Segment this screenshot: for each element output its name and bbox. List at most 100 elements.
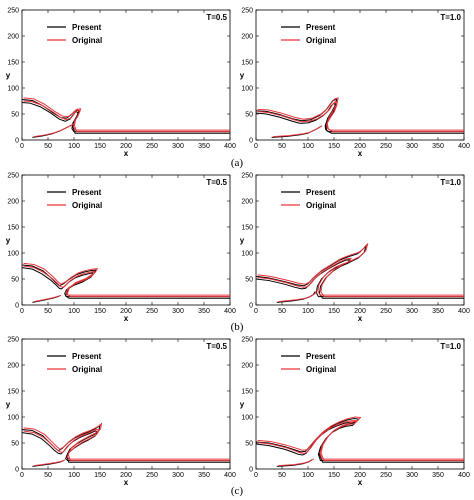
- panel-c-right: 0 50 100 150 200 250 300 350 400 0 50 100 150 200 250 x…: [240, 337, 470, 488]
- x-tick-label: 250: [146, 308, 158, 315]
- x-axis-label: x: [358, 478, 363, 487]
- y-tick-label: 150: [241, 389, 253, 396]
- plot-frame: [255, 9, 465, 141]
- y-tick-label: 100: [7, 86, 19, 93]
- x-tick-label: 200: [120, 143, 132, 150]
- x-axis-label: x: [358, 314, 363, 323]
- panel-b-right: 0 50 100 150 200 250 300 350 400 0 50 100 150 200 250 x…: [240, 173, 470, 324]
- legend-label-present: Present: [306, 188, 336, 197]
- series-present-contour-2: [256, 244, 464, 299]
- interface-curves: [22, 262, 230, 303]
- x-tick-label: 0: [254, 143, 258, 150]
- x-tick-label: 0: [20, 143, 24, 150]
- plot-frame: [21, 174, 231, 306]
- series-original-contour-2: [257, 416, 464, 462]
- time-annotation: T=1.0: [440, 13, 461, 22]
- series-present-contour-2: [22, 264, 230, 299]
- x-tick-label: 100: [68, 308, 80, 315]
- x-tick-label: 350: [432, 143, 444, 150]
- x-tick-label: 100: [68, 472, 80, 479]
- y-tick-label: 200: [7, 34, 19, 41]
- y-tick-label: 150: [7, 225, 19, 232]
- y-tick-label: 150: [7, 389, 19, 396]
- x-tick-label: 200: [120, 308, 132, 315]
- series-present-contour-2: [256, 418, 464, 463]
- x-tick-label: 400: [458, 143, 470, 150]
- x-tick-label: 300: [406, 472, 418, 479]
- interface-curves: [256, 97, 464, 138]
- series-original-contour-3: [33, 123, 75, 138]
- x-tick-label: 300: [172, 143, 184, 150]
- y-tick-label: 100: [241, 251, 253, 258]
- series-present-contour-2: [22, 98, 230, 134]
- series-present-contour-1: [256, 259, 464, 298]
- x-tick-label: 150: [328, 143, 340, 150]
- y-tick-label: 200: [7, 199, 19, 206]
- x-tick-label: 50: [44, 308, 52, 315]
- y-tick-label: 200: [241, 363, 253, 370]
- legend-label-present: Present: [72, 188, 102, 197]
- x-tick-label: 100: [302, 143, 314, 150]
- y-tick-label: 50: [11, 112, 19, 119]
- y-tick-label: 150: [241, 60, 253, 67]
- caption-c: (c): [231, 485, 244, 497]
- series-present-contour-1: [22, 102, 230, 133]
- time-annotation: T=0.5: [206, 178, 227, 187]
- y-axis-label: y: [240, 400, 245, 409]
- y-tick-label: 250: [7, 173, 19, 180]
- time-annotation: T=0.5: [206, 342, 227, 351]
- x-tick-label: 0: [254, 472, 258, 479]
- x-tick-label: 300: [406, 308, 418, 315]
- series-original-contour-3: [33, 459, 66, 467]
- x-tick-label: 100: [302, 472, 314, 479]
- legend-label-present: Present: [306, 352, 336, 361]
- x-tick-label: 400: [224, 472, 236, 479]
- legend-label-present: Present: [72, 352, 102, 361]
- x-tick-label: 400: [224, 308, 236, 315]
- x-tick-label: 300: [406, 143, 418, 150]
- y-axis-label: y: [240, 71, 245, 80]
- x-tick-label: 100: [302, 308, 314, 315]
- y-tick-label: 100: [241, 415, 253, 422]
- series-original-contour-2: [257, 97, 464, 133]
- x-tick-label: 50: [278, 143, 286, 150]
- plot-frame: [255, 338, 465, 470]
- x-tick-label: 200: [120, 472, 132, 479]
- time-annotation: T=0.5: [206, 13, 227, 22]
- x-tick-label: 250: [146, 472, 158, 479]
- x-axis-label: x: [124, 314, 129, 323]
- series-original-contour-3: [33, 294, 62, 303]
- y-axis-label: y: [240, 236, 245, 245]
- x-tick-label: 250: [146, 143, 158, 150]
- y-tick-label: 0: [15, 467, 19, 474]
- series-original-contour-1: [23, 428, 230, 460]
- x-tick-label: 400: [458, 308, 470, 315]
- x-tick-label: 150: [94, 308, 106, 315]
- y-tick-label: 100: [7, 415, 19, 422]
- x-tick-label: 50: [44, 143, 52, 150]
- series-original-contour-3: [273, 125, 323, 138]
- x-tick-label: 50: [278, 472, 286, 479]
- x-axis-label: x: [124, 149, 129, 158]
- x-tick-label: 250: [380, 143, 392, 150]
- series-present-contour-1: [22, 267, 230, 298]
- series-original-contour-1: [23, 100, 230, 131]
- interface-curves: [256, 243, 464, 303]
- panel-a-right: 0 50 100 150 200 250 300 350 400 0 50 100 150 200 250 x…: [240, 8, 470, 159]
- y-tick-label: 200: [241, 34, 253, 41]
- y-tick-label: 0: [249, 467, 253, 474]
- series-original-contour-2: [257, 243, 464, 298]
- series-original-contour-2: [23, 262, 230, 298]
- caption-b: (b): [231, 321, 244, 333]
- x-tick-label: 150: [94, 472, 106, 479]
- x-tick-label: 350: [198, 472, 210, 479]
- x-tick-label: 150: [94, 143, 106, 150]
- series-original-contour-3: [278, 290, 318, 303]
- y-tick-label: 0: [249, 303, 253, 310]
- y-tick-label: 100: [7, 251, 19, 258]
- y-tick-label: 50: [245, 277, 253, 284]
- legend-label-original: Original: [306, 365, 336, 374]
- y-tick-label: 50: [245, 112, 253, 119]
- y-tick-label: 250: [7, 337, 19, 344]
